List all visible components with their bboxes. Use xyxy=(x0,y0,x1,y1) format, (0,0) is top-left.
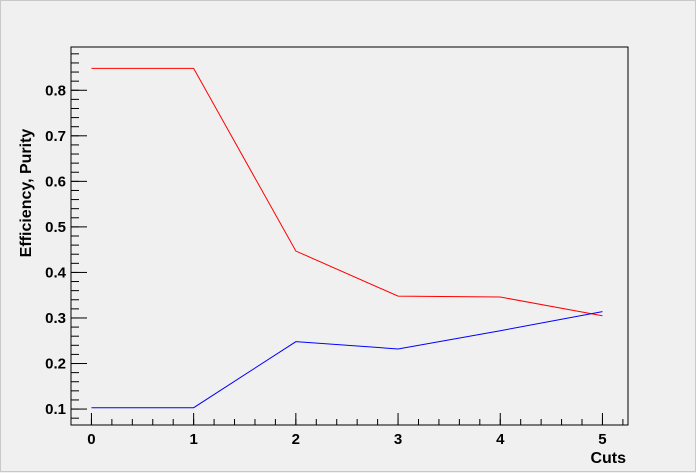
x-tick-label: 0 xyxy=(87,431,95,448)
y-tick-label: 0.5 xyxy=(45,219,66,236)
series-layer xyxy=(91,67,603,409)
x-tick-label: 4 xyxy=(496,431,505,448)
x-axis-title: Cuts xyxy=(590,450,626,467)
y-axis: 0.1 0.2 0.3 0.4 0.5 0.6 0.7 0.8 xyxy=(45,53,87,419)
y-axis-title: Efficiency, Purity xyxy=(18,129,35,258)
y-tick-label: 0.4 xyxy=(45,264,67,281)
plot-frame xyxy=(70,46,629,426)
y-tick-label: 0.1 xyxy=(45,401,66,418)
y-tick-label: 0.6 xyxy=(45,173,66,190)
x-tick-label: 2 xyxy=(292,431,300,448)
y-tick-label: 0.7 xyxy=(45,128,66,145)
x-axis: 0 1 2 3 4 5 xyxy=(70,413,624,448)
x-tick-label: 3 xyxy=(394,431,402,448)
series-line-1 xyxy=(91,67,603,317)
y-tick-label: 0.3 xyxy=(45,310,66,327)
y-tick-label: 0.8 xyxy=(45,82,66,99)
series-line-2 xyxy=(91,311,603,409)
x-tick-label: 1 xyxy=(189,431,197,448)
x-tick-label: 5 xyxy=(598,431,606,448)
y-tick-label: 0.2 xyxy=(45,356,66,373)
